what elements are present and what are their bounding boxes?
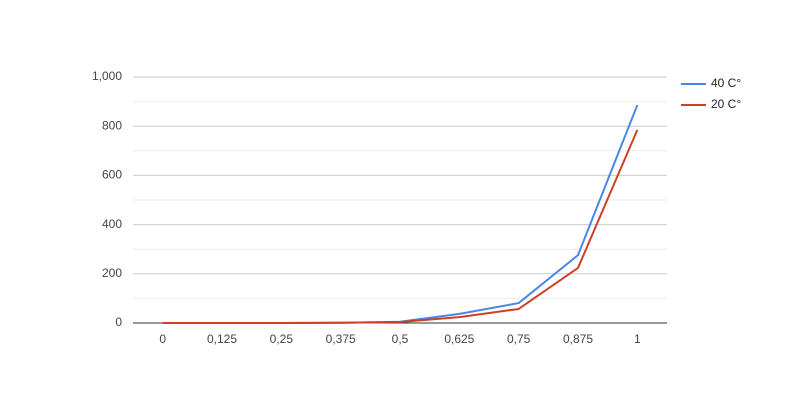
y-tick-label: 1,000 — [92, 69, 122, 83]
legend-label: 40 C° — [711, 76, 741, 90]
y-tick-label: 400 — [102, 217, 122, 231]
x-tick-label: 0,5 — [392, 332, 409, 346]
x-tick-label: 0,875 — [563, 332, 593, 346]
legend-label: 20 C° — [711, 97, 741, 111]
x-tick-label: 1 — [634, 332, 641, 346]
x-tick-label: 0,75 — [507, 332, 531, 346]
series-line — [162, 129, 639, 324]
x-tick-label: 0,625 — [444, 332, 474, 346]
y-tick-label: 600 — [102, 168, 122, 182]
y-tick-label: 0 — [115, 315, 122, 329]
x-tick-label: 0,375 — [326, 332, 356, 346]
x-tick-label: 0,25 — [270, 332, 294, 346]
y-tick-label: 800 — [102, 118, 122, 132]
series-line — [162, 104, 639, 324]
x-tick-label: 0,125 — [207, 332, 237, 346]
y-tick-label: 200 — [102, 266, 122, 280]
x-tick-label: 0 — [159, 332, 166, 346]
